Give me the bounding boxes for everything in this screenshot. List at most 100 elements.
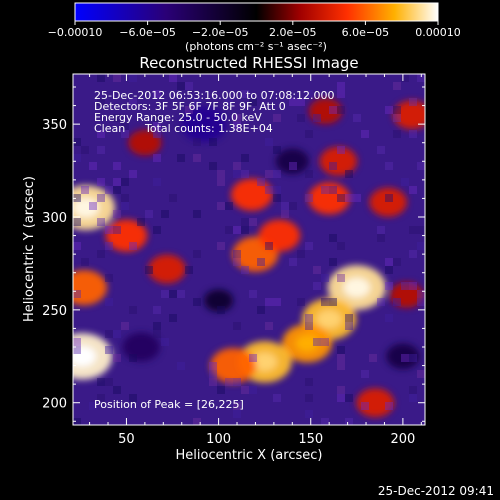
heatmap-pixel [305, 394, 313, 402]
heatmap-pixel [313, 114, 321, 122]
heatmap-pixel [97, 194, 105, 202]
colorbar-units-label: (photons cm⁻² s⁻¹ asec⁻²) [185, 40, 327, 53]
heatmap-pixel [265, 298, 273, 306]
heatmap-pixel [273, 170, 281, 178]
heatmap-pixel [105, 186, 113, 194]
heatmap-pixel [385, 194, 393, 202]
annotation-peak-position: Position of Peak = [26,225] [94, 398, 244, 411]
heatmap-pixel [249, 354, 257, 362]
y-tick-label: 200 [42, 397, 67, 412]
heatmap-pixel [329, 106, 337, 114]
heatmap-pixel [321, 298, 329, 306]
heatmap-pixel [121, 130, 129, 138]
heatmap-pixel [217, 242, 225, 250]
heatmap-source [204, 289, 234, 312]
heatmap-pixel [257, 306, 265, 314]
heatmap-pixel [345, 322, 353, 330]
heatmap-pixel [225, 98, 233, 106]
heatmap-pixel [81, 258, 89, 266]
heatmap-pixel [73, 154, 81, 162]
heatmap-pixel [137, 218, 145, 226]
heatmap-pixel [337, 194, 345, 202]
heatmap-pixel [337, 274, 345, 282]
heatmap-pixel [185, 82, 193, 90]
heatmap-pixel [89, 162, 97, 170]
heatmap-pixel [385, 162, 393, 170]
heatmap-pixel [273, 114, 281, 122]
heatmap-pixel [97, 74, 105, 82]
colorbar-tick-label: 6.0e−05 [342, 26, 389, 39]
heatmap-pixel [305, 90, 313, 98]
heatmap-pixel [193, 210, 201, 218]
heatmap-pixel [169, 290, 177, 298]
heatmap-pixel [177, 290, 185, 298]
heatmap-pixel [249, 290, 257, 298]
annotation-clean: Clean [94, 122, 125, 135]
heatmap-pixel [193, 138, 201, 146]
heatmap-pixel [113, 226, 121, 234]
heatmap-pixel [121, 178, 129, 186]
heatmap-source [369, 187, 407, 217]
heatmap-pixel [417, 74, 425, 82]
heatmap-pixel [321, 186, 329, 194]
footer-timestamp: 25-Dec-2012 09:41 [378, 484, 494, 498]
heatmap-pixel [121, 194, 129, 202]
heatmap-pixel [217, 202, 225, 210]
heatmap-source-core [73, 345, 97, 367]
heatmap-pixel [105, 242, 113, 250]
heatmap-pixel [241, 226, 249, 234]
heatmap-pixel [153, 226, 161, 234]
heatmap-pixel [121, 202, 129, 210]
heatmap-pixel [129, 98, 137, 106]
heatmap-pixel [209, 138, 217, 146]
heatmap-pixel [297, 298, 305, 306]
heatmap-pixel [153, 178, 161, 186]
annotation-energy: Energy Range: 25.0 - 50.0 keV [94, 111, 262, 124]
heatmap-pixel [385, 258, 393, 266]
heatmap-pixel [273, 298, 281, 306]
heatmap-pixel [337, 82, 345, 90]
heatmap-pixel [305, 410, 313, 418]
y-axis-label: Heliocentric Y (arcsec) [22, 176, 37, 322]
heatmap-pixel [161, 290, 169, 298]
heatmap-pixel [233, 226, 241, 234]
heatmap-pixel [241, 154, 249, 162]
plot-area: 50 100 150 200 200 250 300 350 [42, 73, 426, 447]
heatmap-pixel [409, 98, 417, 106]
heatmap-pixel [273, 394, 281, 402]
heatmap-pixel [153, 90, 161, 98]
heatmap-pixel [361, 402, 369, 410]
heatmap-pixel [153, 330, 161, 338]
heatmap-pixel [409, 282, 417, 290]
heatmap-pixel [265, 170, 273, 178]
heatmap-pixel [217, 306, 225, 314]
heatmap-source [122, 332, 160, 362]
heatmap-pixel [385, 402, 393, 410]
heatmap-pixel [305, 130, 313, 138]
heatmap-pixel [97, 394, 105, 402]
heatmap-pixel [249, 218, 257, 226]
heatmap-pixel [233, 402, 241, 410]
heatmap-source [389, 282, 424, 308]
heatmap-pixel [393, 258, 401, 266]
heatmap-pixel [393, 130, 401, 138]
heatmap-pixel [217, 386, 225, 394]
heatmap-pixel [209, 378, 217, 386]
x-tick-label: 50 [118, 432, 135, 447]
heatmap-pixel [105, 330, 113, 338]
heatmap-pixel [97, 130, 105, 138]
heatmap-pixel [73, 346, 81, 354]
heatmap-source [319, 146, 358, 176]
heatmap-pixel [241, 386, 249, 394]
heatmap-pixel [377, 146, 385, 154]
heatmap-pixel [409, 354, 417, 362]
heatmap-pixel [409, 186, 417, 194]
heatmap-pixel [185, 106, 193, 114]
heatmap-pixel [249, 98, 257, 106]
annotation-time-range: 25-Dec-2012 06:53:16.000 to 07:08:12.000 [94, 89, 335, 102]
heatmap-pixel [129, 306, 137, 314]
heatmap-pixel [257, 178, 265, 186]
heatmap-pixel [297, 114, 305, 122]
heatmap-pixel [105, 242, 113, 250]
heatmap-pixel [393, 298, 401, 306]
